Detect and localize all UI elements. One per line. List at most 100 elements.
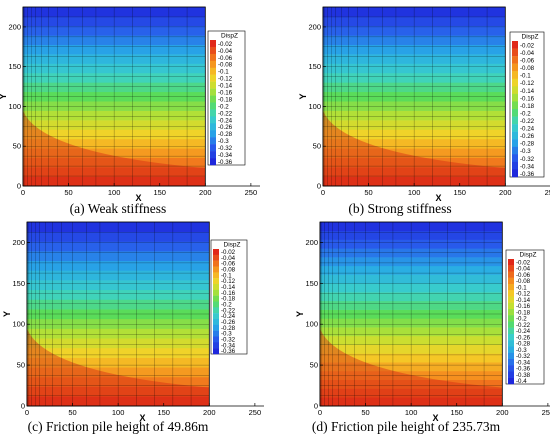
legend-swatch (210, 81, 216, 89)
legend-swatch (210, 137, 216, 145)
legend-level-label: -0.12 (218, 76, 233, 83)
legend-swatch (512, 41, 518, 49)
legend-swatch (512, 154, 518, 163)
legend-swatch (512, 116, 518, 125)
y-tick-label: 100 (308, 102, 321, 111)
legend-level-label: -0.34 (218, 152, 233, 159)
y-tick-label: 150 (12, 279, 25, 288)
legend-swatch (210, 60, 216, 68)
y-tick-label: 50 (310, 361, 318, 370)
y-tick-label: 200 (8, 22, 21, 31)
y-tick-label: 0 (17, 182, 21, 191)
x-tick-label: 150 (153, 188, 166, 197)
legend-level-label: -0.28 (516, 341, 531, 348)
panel-caption: (a) Weak stiffness (70, 201, 167, 216)
legend-level-label: -0.32 (516, 353, 531, 360)
x-tick-label: 50 (64, 188, 72, 197)
y-tick-label: 0 (21, 402, 25, 411)
y-tick-label: 150 (305, 279, 318, 288)
legend-level-label: -0.18 (221, 296, 236, 303)
legend-level-label: -0.1 (520, 73, 531, 80)
legend-swatch (508, 359, 514, 366)
y-tick-label: 0 (314, 402, 318, 411)
panel-c: 0 50 100 150 200 250050100150200XYDispZ-0.02-… (2, 221, 264, 434)
legend-level-label: -0.02 (520, 42, 535, 49)
legend-swatch (508, 321, 514, 328)
legend-swatch (512, 131, 518, 140)
legend-level-label: -0.18 (516, 309, 531, 316)
legend-swatch (512, 169, 518, 178)
legend-level-label: -0.02 (218, 41, 233, 48)
legend-swatch (210, 158, 216, 166)
legend-level-label: -0.1 (221, 272, 232, 279)
legend-level-label: -0.12 (520, 80, 535, 87)
legend-swatch (508, 327, 514, 335)
legend-title: DispZ (224, 242, 241, 249)
x-tick-label: 200 (199, 188, 212, 197)
legend-level-label: -0.3 (218, 138, 229, 145)
panel-caption: (d) Friction pile height of 235.73m (312, 419, 501, 434)
legend-swatch (213, 319, 219, 326)
legend-level-label: -0.24 (218, 117, 233, 124)
legend-swatch (508, 365, 514, 372)
legend-level-label: -0.3 (221, 331, 232, 338)
legend-swatch (508, 315, 514, 322)
y-tick-label: 150 (8, 62, 21, 71)
legend-swatch (213, 301, 219, 308)
legend-swatch (512, 101, 518, 110)
legend-swatch (213, 330, 219, 337)
legend-level-label: -0.38 (516, 372, 531, 379)
legend-level-label: -0.16 (520, 95, 535, 102)
legend-swatch (213, 348, 219, 355)
legend-swatch (512, 56, 518, 64)
x-tick-label: 100 (408, 188, 421, 197)
y-tick-label: 200 (12, 238, 25, 247)
legend-level-label: -0.06 (520, 58, 535, 65)
x-axis-label: X (135, 193, 141, 203)
legend-swatch (213, 260, 219, 267)
legend-swatch (512, 71, 518, 79)
legend-level-label: -0.26 (218, 124, 233, 131)
legend-level-label: -0.1 (218, 69, 229, 76)
x-tick-label: 0 (318, 408, 322, 417)
legend-swatch (213, 284, 219, 291)
x-tick-label: 250 (249, 408, 262, 417)
legend-swatch (508, 334, 514, 341)
y-tick-label: 50 (17, 361, 25, 370)
legend-level-label: -0.08 (516, 278, 531, 285)
legend-level-label: -0.08 (218, 62, 233, 69)
legend-swatch (508, 296, 514, 303)
y-tick-label: 200 (308, 22, 321, 31)
legend-level-label: -0.2 (218, 103, 229, 110)
legend-level-label: -0.32 (520, 156, 535, 163)
x-tick-label: 200 (203, 408, 216, 417)
legend-level-label: -0.16 (516, 303, 531, 310)
y-tick-label: 100 (305, 320, 318, 329)
panel-caption: (b) Strong stiffness (348, 201, 451, 216)
legend-level-label: -0.24 (520, 126, 535, 133)
legend-swatch (213, 336, 219, 343)
legend-level-label: -0.14 (516, 297, 531, 304)
legend-level-label: -0.22 (218, 110, 233, 117)
legend-level-label: -0.04 (520, 50, 535, 57)
legend-swatch (508, 271, 514, 278)
legend-level-label: -0.14 (218, 83, 233, 90)
legend-level-label: -0.26 (516, 334, 531, 341)
legend-swatch (508, 284, 514, 291)
legend-level-label: -0.34 (516, 359, 531, 366)
legend-swatch (210, 74, 216, 82)
legend-swatch (508, 265, 514, 272)
legend-swatch (512, 161, 518, 170)
legend-level-label: -0.08 (221, 266, 236, 273)
y-tick-label: 200 (305, 238, 318, 247)
legend-swatch (508, 277, 514, 285)
legend-level-label: -0.26 (520, 133, 535, 140)
y-axis-label: Y (2, 311, 12, 317)
legend-swatch (210, 144, 216, 152)
y-tick-label: 0 (317, 182, 321, 191)
legend-swatch (512, 146, 518, 155)
legend-swatch (210, 116, 216, 124)
x-tick-label: 200 (496, 408, 509, 417)
y-axis-label: Y (298, 93, 308, 99)
legend-level-label: -0.12 (221, 278, 236, 285)
